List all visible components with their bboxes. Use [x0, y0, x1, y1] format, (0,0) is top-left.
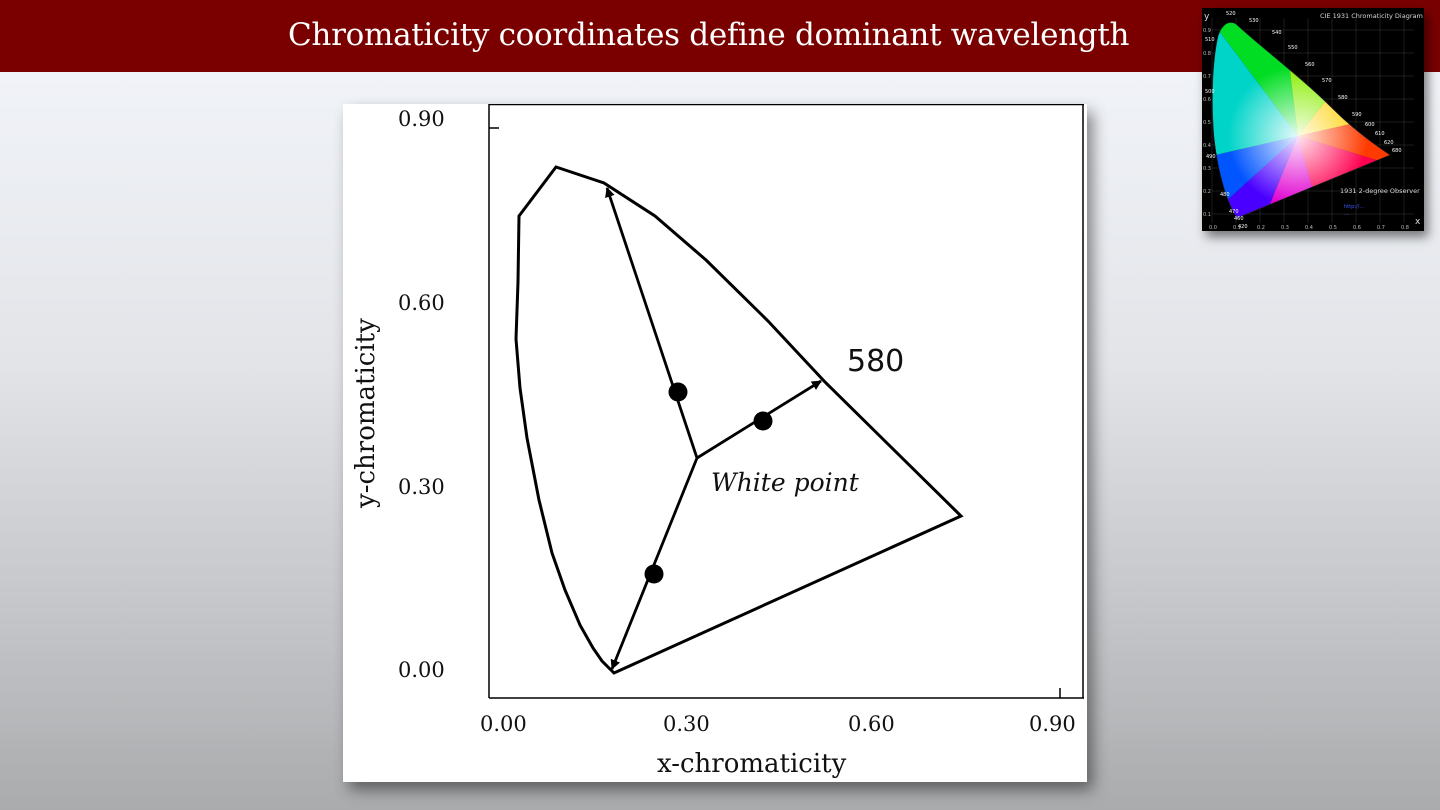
inset-x-tick: 0.4 [1305, 225, 1313, 231]
inset-x-tick: 0.3 [1281, 225, 1289, 231]
cie-inset-image: 520 530 540 550 560 570 580 590 600 610 … [1202, 8, 1424, 231]
inset-observer-note: 1931 2-degree Observer [1340, 187, 1420, 195]
wavelength-label-580: 580 [847, 344, 904, 379]
x-tick-label: 0.90 [1029, 712, 1076, 736]
inset-y-tick: 0.4 [1203, 143, 1211, 149]
inset-wavelength-label: 620 [1384, 140, 1394, 146]
inset-locus-outline [1212, 22, 1391, 219]
inset-wavelength-label: 600 [1365, 122, 1375, 128]
inset-title: CIE 1931 Chromaticity Diagram [1320, 12, 1423, 20]
title-bar: Chromaticity coordinates define dominant… [0, 0, 1440, 72]
y-tick-label: 0.60 [398, 291, 445, 315]
inset-wavelength-label: 550 [1288, 45, 1298, 51]
inset-wavelength-label: 580 [1338, 95, 1348, 101]
white-point-label: White point [711, 468, 860, 497]
inset-y-axis-letter: y [1204, 12, 1210, 22]
x-tick-label: 0.30 [663, 712, 710, 736]
inset-color-gamut [1212, 22, 1390, 218]
inset-link-text: ... [1344, 211, 1349, 217]
inset-x-tick: 0.1 [1233, 225, 1241, 231]
chromaticity-figure: 580 White point 0.90 0.60 0.30 0.00 0.00… [343, 104, 1087, 782]
inset-x-tick: 0.6 [1353, 225, 1361, 231]
arrow-to-violet [610, 457, 699, 670]
y-axis-title: y-chromaticity [351, 318, 381, 509]
sample-point-right [753, 411, 773, 431]
inset-wavelength-label: 570 [1322, 78, 1332, 84]
inset-wavelength-label: 610 [1375, 131, 1385, 137]
inset-x-axis-letter: x [1415, 217, 1421, 227]
inset-wavelength-label: 460 [1234, 216, 1244, 222]
inset-y-tick: 0.8 [1203, 51, 1211, 57]
inset-link-text: http://... [1344, 204, 1364, 210]
inset-y-tick: 0.1 [1203, 212, 1211, 218]
cie-inset-diagram: 520 530 540 550 560 570 580 590 600 610 … [1203, 11, 1423, 231]
inset-wavelength-label: 510 [1205, 37, 1215, 43]
inset-y-tick: 0.3 [1203, 166, 1211, 172]
inset-x-tick: 0.0 [1209, 225, 1217, 231]
spectral-locus-outline [514, 165, 964, 675]
y-tick-label: 0.00 [398, 658, 445, 682]
inset-x-tick: 0.8 [1401, 225, 1409, 231]
inset-x-tick: 0.5 [1329, 225, 1337, 231]
inset-x-tick: 0.2 [1257, 225, 1265, 231]
inset-y-tick: 0.7 [1203, 74, 1211, 80]
inset-y-tick: 0.9 [1203, 28, 1211, 34]
y-tick-label: 0.90 [398, 107, 445, 131]
inset-wavelength-label: 480 [1220, 192, 1230, 198]
inset-wavelength-label: 420 [1238, 224, 1248, 230]
inset-y-tick: 0.2 [1203, 189, 1211, 195]
inset-wavelength-label: 560 [1305, 62, 1315, 68]
sample-point-lower [644, 564, 664, 584]
y-tick-label: 0.30 [398, 475, 445, 499]
slide-title: Chromaticity coordinates define dominant… [288, 17, 1130, 53]
x-tick-label: 0.60 [848, 712, 895, 736]
inset-wavelength-label: 590 [1352, 112, 1362, 118]
inset-x-tick: 0.7 [1377, 225, 1385, 231]
chromaticity-diagram: 580 White point 0.90 0.60 0.30 0.00 0.00… [351, 104, 1084, 779]
sample-point-upper [668, 382, 688, 402]
x-tick-label: 0.00 [480, 712, 527, 736]
inset-wavelength-label: 520 [1226, 11, 1236, 17]
inset-wavelength-label: 680 [1392, 148, 1402, 154]
arrow-to-green [605, 187, 699, 459]
inset-wavelength-label: 470 [1229, 209, 1239, 215]
inset-y-tick: 0.6 [1203, 97, 1211, 103]
x-axis-title: x-chromaticity [657, 749, 847, 779]
inset-y-tick: 0.5 [1203, 120, 1211, 126]
inset-wavelength-label: 530 [1249, 18, 1259, 24]
inset-wavelength-label: 540 [1272, 30, 1282, 36]
inset-wavelength-label: 500 [1205, 89, 1215, 95]
inset-wavelength-label: 490 [1206, 154, 1216, 160]
